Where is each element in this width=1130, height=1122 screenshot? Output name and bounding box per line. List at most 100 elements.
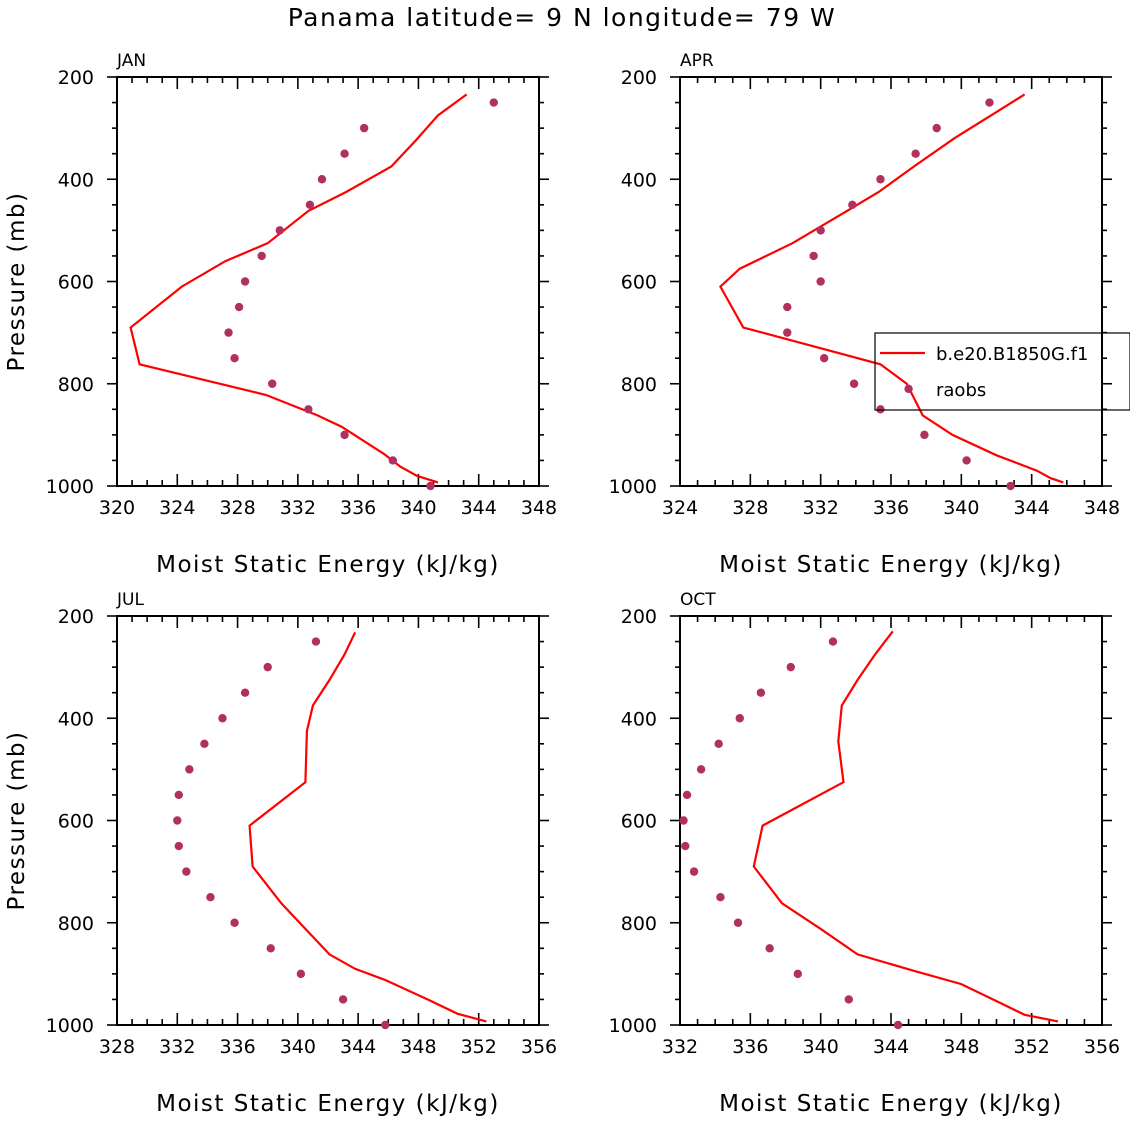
obs-point: [679, 816, 688, 825]
model-line: [248, 631, 487, 1023]
y-tick-label: 800: [58, 374, 94, 396]
obs-point: [240, 277, 250, 286]
obs-point: [381, 1020, 390, 1030]
obs-point: [304, 405, 313, 414]
obs-point: [200, 739, 209, 749]
obs-point: [733, 918, 743, 927]
obs-point: [828, 637, 838, 646]
panel-label: JUL: [116, 590, 144, 610]
y-tick-label: 800: [58, 913, 94, 935]
obs-point: [263, 662, 272, 672]
panel-label: OCT: [680, 590, 716, 610]
obs-point: [904, 384, 913, 394]
obs-point: [714, 739, 723, 749]
obs-point: [876, 175, 885, 184]
x-tick-label: 344: [873, 1036, 909, 1058]
obs-point: [174, 790, 183, 800]
y-tick-label: 1000: [46, 1015, 94, 1037]
obs-point: [809, 251, 818, 261]
x-tick-label: 352: [1014, 1036, 1050, 1058]
obs-point: [1006, 481, 1015, 491]
obs-point: [359, 123, 369, 133]
x-tick-label: 336: [219, 1036, 255, 1058]
y-tick-label: 200: [58, 67, 94, 89]
obs-point: [920, 430, 929, 440]
obs-point: [234, 302, 244, 312]
y-tick-label: 600: [621, 272, 657, 294]
legend: b.e20.B1850G.f1 raobs: [874, 332, 1130, 411]
x-tick-label: 348: [400, 1036, 436, 1058]
x-axis-label: Moist Static Energy (kJ/kg): [156, 1091, 500, 1117]
obs-point: [340, 430, 349, 440]
y-tick-label: 600: [58, 272, 94, 294]
obs-point: [962, 456, 971, 465]
y-tick-label: 800: [621, 374, 657, 396]
y-tick-label: 400: [621, 169, 657, 191]
obs-point: [489, 98, 498, 107]
x-tick-label: 340: [280, 1036, 316, 1058]
plot-frame: [679, 76, 1103, 487]
x-tick-label: 352: [461, 1036, 497, 1058]
x-tick-label: 320: [99, 497, 135, 519]
x-tick-label: 328: [99, 1036, 135, 1058]
y-tick-label: 600: [621, 811, 657, 833]
obs-point: [338, 995, 348, 1004]
panel-label: JAN: [116, 51, 146, 71]
obs-point: [783, 328, 792, 337]
obs-point: [426, 481, 435, 491]
legend-box: [874, 332, 1130, 411]
y-tick-label: 400: [621, 708, 657, 730]
obs-point: [268, 379, 277, 388]
obs-point: [816, 226, 825, 235]
x-tick-label: 332: [803, 497, 839, 519]
obs-point: [266, 944, 275, 953]
obs-point: [257, 251, 266, 261]
obs-point: [218, 714, 227, 723]
obs-point: [849, 379, 859, 388]
x-tick-label: 336: [340, 497, 376, 519]
x-tick-label: 348: [1084, 497, 1120, 519]
plot-frame: [116, 76, 540, 487]
obs-point: [311, 637, 321, 646]
obs-point: [689, 867, 699, 876]
y-tick-label: 1000: [609, 1015, 657, 1037]
obs-point: [224, 328, 233, 337]
obs-point: [819, 353, 829, 363]
obs-point: [173, 816, 182, 825]
x-tick-label: 344: [340, 1036, 376, 1058]
x-tick-label: 324: [662, 497, 698, 519]
y-tick-label: 1000: [46, 476, 94, 498]
x-tick-label: 332: [280, 497, 316, 519]
y-tick-label: 200: [58, 606, 94, 628]
figure-title: Panama latitude= 9 N longitude= 79 W: [288, 3, 837, 32]
obs-point: [783, 302, 792, 312]
panel-jul: 328 332 336 340 344 348 352 356 200 400 600 800 1000…: [4, 590, 557, 1117]
obs-point: [844, 995, 853, 1004]
x-axis-label: Moist Static Energy (kJ/kg): [156, 552, 500, 578]
obs-point: [756, 688, 766, 697]
y-tick-label: 600: [58, 811, 94, 833]
model-line: [719, 93, 1064, 484]
panel-apr: 324 328 332 336 340 344 348 200 400 600 800 1000 APR…: [609, 51, 1130, 578]
obs-point: [305, 200, 315, 210]
obs-point: [716, 892, 725, 902]
obs-point: [696, 765, 706, 774]
x-tick-label: 328: [219, 497, 255, 519]
y-tick-label: 200: [621, 67, 657, 89]
obs-point: [848, 200, 857, 210]
y-tick-label: 400: [58, 169, 94, 191]
obs-point: [230, 918, 239, 927]
y-tick-label: 800: [621, 913, 657, 935]
x-tick-label: 348: [521, 497, 557, 519]
obs-point: [240, 688, 250, 697]
x-tick-label: 336: [873, 497, 909, 519]
x-tick-label: 356: [1084, 1036, 1120, 1058]
obs-point: [735, 714, 744, 723]
x-tick-label: 336: [732, 1036, 768, 1058]
x-tick-label: 332: [159, 1036, 195, 1058]
x-tick-label: 356: [521, 1036, 557, 1058]
x-tick-label: 344: [1014, 497, 1050, 519]
x-tick-label: 340: [803, 1036, 839, 1058]
panels: 320 324 328 332 336 340 344 348 200 400 600 800 1000…: [4, 51, 1130, 1117]
